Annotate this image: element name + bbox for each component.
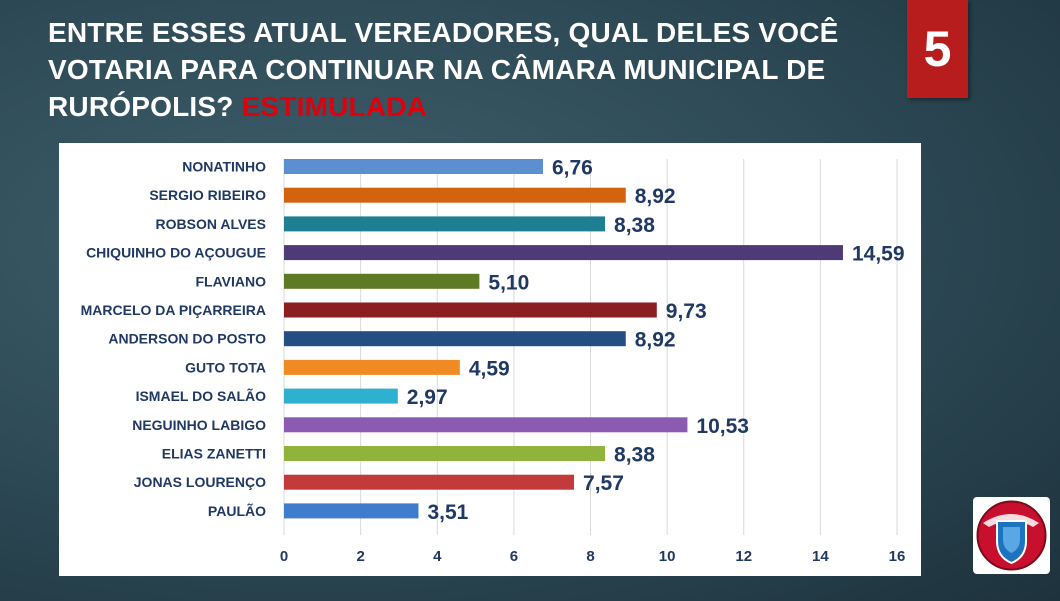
x-tick-label: 12 bbox=[735, 548, 752, 565]
category-labels: NONATINHO SERGIO RIBEIRO ROBSON ALVES CHIQU… bbox=[81, 159, 266, 519]
bar bbox=[284, 245, 843, 261]
x-tick-label: 2 bbox=[356, 548, 364, 565]
category-label: MARCELO DA PIÇARREIRA bbox=[81, 302, 266, 318]
category-label: ISMAEL DO SALÃO bbox=[136, 387, 267, 404]
data-label: 8,38 bbox=[614, 444, 655, 467]
bar bbox=[284, 273, 480, 289]
page-title: ENTRE ESSES ATUAL VEREADORES, QUAL DELES… bbox=[48, 14, 878, 125]
x-tick-label: 6 bbox=[510, 548, 518, 565]
data-label: 5,10 bbox=[488, 271, 529, 294]
bar bbox=[284, 302, 657, 318]
value-labels: 6,76 8,92 8,38 14,59 5,10 9,73 8,92 4,59 2,97 10,… bbox=[407, 157, 905, 524]
category-label: ROBSON ALVES bbox=[156, 216, 266, 232]
slide-number-badge: 5 bbox=[907, 0, 968, 98]
bar bbox=[284, 359, 460, 375]
shield-logo-icon bbox=[973, 497, 1050, 574]
x-tick-label: 0 bbox=[280, 548, 288, 565]
data-label: 14,59 bbox=[852, 243, 905, 266]
x-tick-label: 10 bbox=[659, 548, 676, 565]
category-label: SERGIO RIBEIRO bbox=[149, 187, 266, 203]
title-main: ENTRE ESSES ATUAL VEREADORES, QUAL DELES… bbox=[48, 17, 839, 122]
bar bbox=[284, 503, 419, 519]
category-label: NONATINHO bbox=[182, 159, 266, 175]
chart-panel: NONATINHO SERGIO RIBEIRO ROBSON ALVES CHIQU… bbox=[59, 143, 921, 576]
category-label: GUTO TOTA bbox=[185, 359, 266, 375]
data-label: 3,51 bbox=[427, 501, 468, 524]
bar bbox=[284, 187, 626, 203]
data-label: 10,53 bbox=[696, 415, 749, 438]
x-tick-label: 8 bbox=[586, 548, 594, 565]
bar bbox=[284, 159, 543, 174]
bar-chart: NONATINHO SERGIO RIBEIRO ROBSON ALVES CHIQU… bbox=[81, 157, 906, 566]
category-label: PAULÃO bbox=[208, 502, 266, 519]
category-label: ELIAS ZANETTI bbox=[162, 446, 266, 462]
bar bbox=[284, 331, 626, 347]
data-label: 8,38 bbox=[614, 214, 655, 237]
data-label: 7,57 bbox=[583, 472, 624, 495]
category-label: NEGUINHO LABIGO bbox=[132, 417, 266, 433]
bar bbox=[284, 388, 398, 404]
x-axis-ticks: 0 2 4 6 8 10 12 14 16 bbox=[280, 548, 906, 565]
x-tick-label: 4 bbox=[433, 548, 442, 565]
category-label: CHIQUINHO DO AÇOUGUE bbox=[86, 245, 266, 261]
data-label: 2,97 bbox=[407, 386, 448, 409]
data-label: 6,76 bbox=[552, 157, 593, 180]
bar bbox=[284, 474, 575, 490]
bar bbox=[284, 446, 606, 461]
data-label: 9,73 bbox=[666, 300, 707, 323]
bar bbox=[284, 216, 606, 232]
bars bbox=[284, 159, 843, 519]
data-label: 4,59 bbox=[469, 357, 510, 380]
title-highlight: ESTIMULADA bbox=[241, 91, 428, 122]
bar bbox=[284, 417, 688, 433]
x-tick-label: 16 bbox=[889, 548, 906, 565]
data-label: 8,92 bbox=[635, 185, 676, 208]
category-label: ANDERSON DO POSTO bbox=[108, 331, 266, 347]
data-label: 8,92 bbox=[635, 329, 676, 352]
category-label: FLAVIANO bbox=[195, 273, 266, 289]
category-label: JONAS LOURENÇO bbox=[134, 474, 266, 490]
x-tick-label: 14 bbox=[812, 548, 829, 565]
